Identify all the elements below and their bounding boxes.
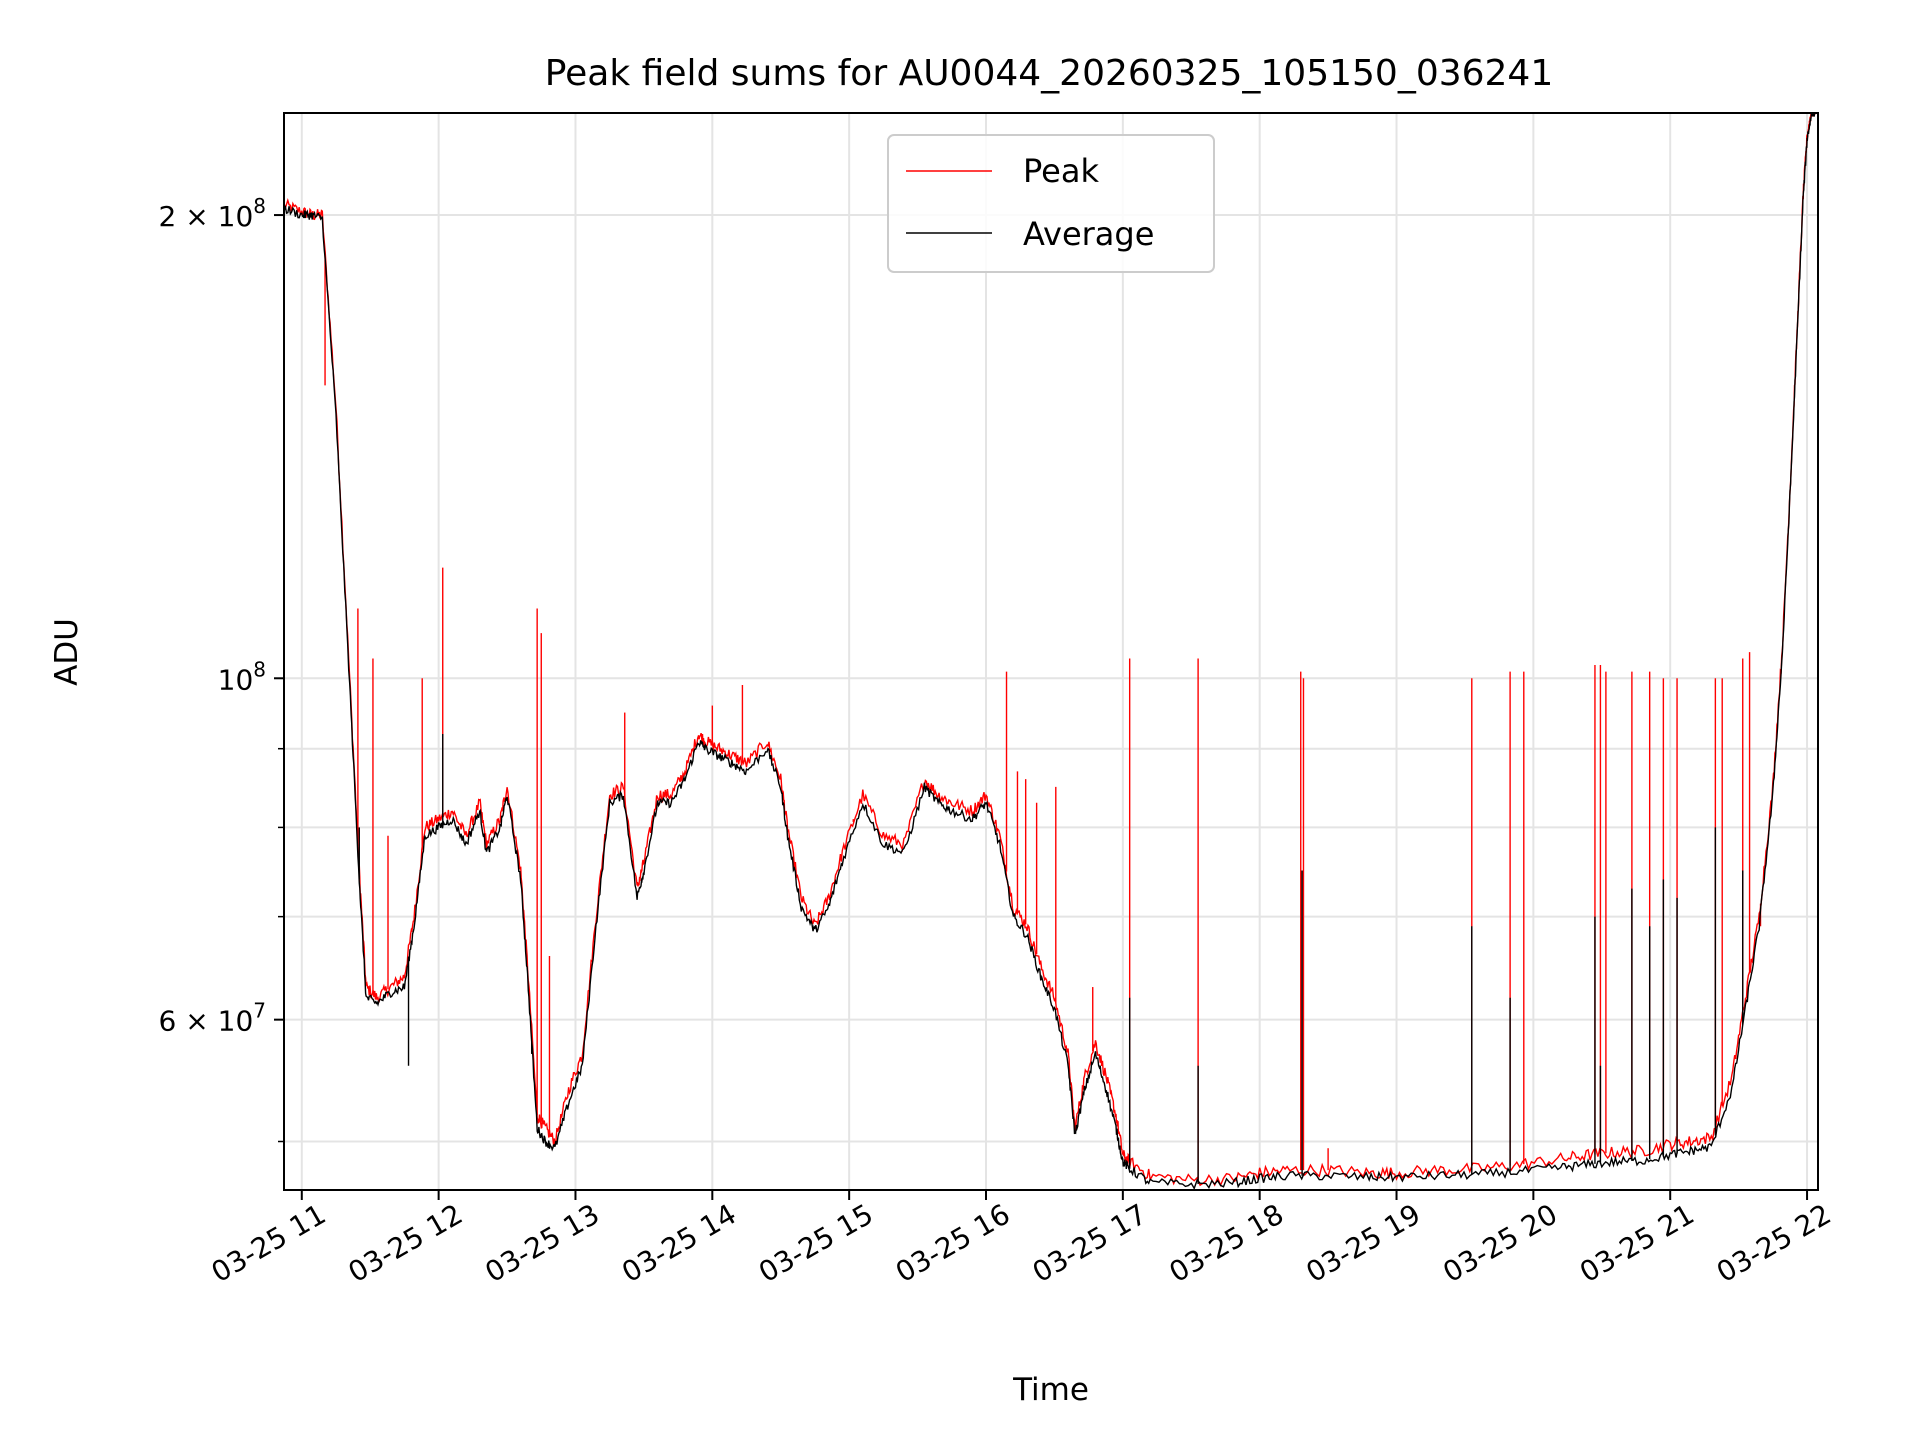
legend-label-average: Average [1023, 215, 1154, 253]
x-axis-label: Time [1012, 1372, 1089, 1408]
plot-frame [283, 112, 1819, 1191]
legend: Peak Average [887, 134, 1215, 273]
y-axis-label: ADU [49, 618, 85, 686]
series-layer [284, 113, 1817, 1190]
y-tick-label-2: 2 × 108 [159, 194, 266, 233]
legend-box [887, 134, 1215, 273]
chart-title: Peak field sums for AU0044_20260325_1051… [545, 53, 1554, 94]
y-tick-label-0: 6 × 107 [159, 999, 266, 1038]
series-line-average [284, 113, 1816, 1190]
y-tick-label-1: 108 [218, 657, 266, 696]
plot-area: 03-25 11 03-25 12 03-25 13 03-25 14 03-25 15… [159, 112, 1837, 1289]
series-line-peak [284, 113, 1817, 1187]
legend-label-peak: Peak [1023, 152, 1099, 190]
plot-background [284, 113, 1818, 1190]
